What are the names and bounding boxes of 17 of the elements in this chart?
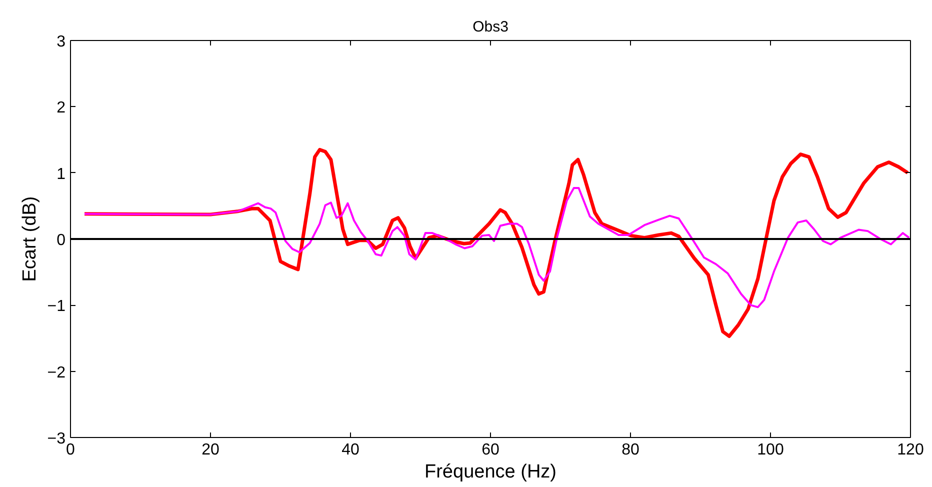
y-tick-label: 0 (56, 232, 66, 249)
x-axis-title: Fréquence (Hz) (424, 462, 557, 482)
y-tick-label: 3 (56, 34, 66, 50)
x-tick-label: 40 (342, 442, 360, 458)
y-tick-label: 1 (56, 166, 66, 183)
x-tick-label: 120 (897, 442, 924, 458)
x-tick-label: 100 (757, 442, 784, 458)
x-tick-label: 80 (622, 442, 640, 458)
x-tick-label: 60 (482, 442, 500, 458)
y-tick-label: 2 (56, 100, 66, 117)
line-series (84, 187, 910, 308)
y-axis-title: Ecart (dB) (19, 196, 40, 282)
chart-title: Obs3 (472, 18, 508, 36)
x-tick-label: 20 (202, 442, 220, 458)
y-tick-label: −3 (47, 430, 66, 448)
y-tick-label: −2 (47, 364, 66, 382)
y-tick-label: −1 (47, 298, 66, 316)
